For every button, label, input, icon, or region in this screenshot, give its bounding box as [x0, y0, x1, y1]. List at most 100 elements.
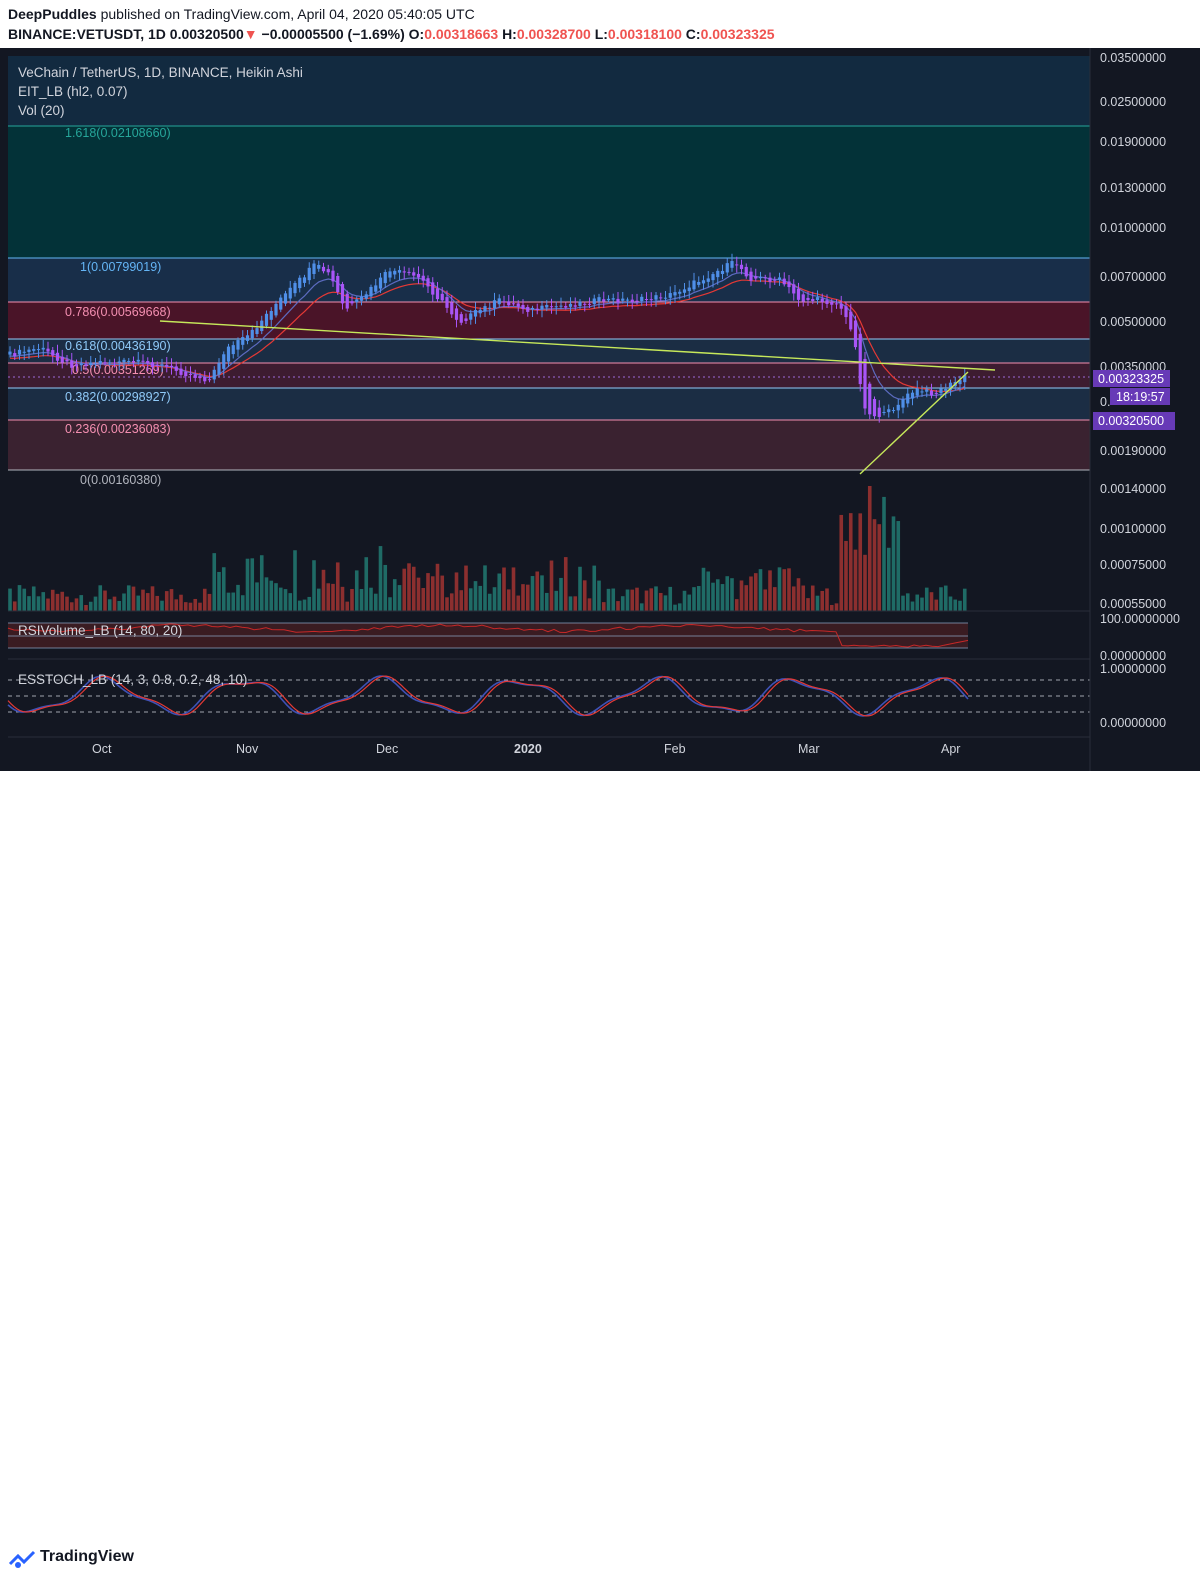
candle-body: [8, 351, 12, 355]
chart-area[interactable]: 1.618(0.02108660) 1(0.00799019) 0.786(0.…: [0, 48, 1200, 771]
low-label: L:: [594, 26, 608, 42]
candle-body: [644, 299, 649, 301]
candle-body: [616, 298, 620, 303]
candle-body: [853, 320, 858, 348]
volume-bar: [416, 577, 421, 611]
candle-body: [625, 299, 630, 301]
volume-bar: [962, 588, 967, 611]
candle-body: [155, 364, 159, 367]
volume-bar: [445, 597, 449, 611]
candle-body: [70, 360, 74, 368]
uptrend-line[interactable]: [859, 371, 969, 475]
candle-body: [630, 299, 634, 302]
candle-body: [820, 298, 824, 302]
candle-body: [364, 294, 368, 299]
candle-body: [763, 277, 767, 279]
volume-bar: [174, 599, 179, 611]
candle-body: [65, 359, 69, 362]
published-text: published on TradingView.com, April 04, …: [100, 6, 475, 22]
candle-body: [231, 345, 235, 355]
close-label: C:: [685, 26, 701, 42]
candle-body: [663, 297, 668, 299]
downtrend-line[interactable]: [159, 320, 996, 371]
volume-bar: [136, 595, 141, 611]
price-scale[interactable]: 0.03500000 0.02500000 0.01900000 0.01300…: [1100, 51, 1180, 730]
volume-bar: [872, 519, 877, 611]
price-tick: 0.00190000: [1100, 444, 1166, 458]
volume-bar: [98, 585, 103, 611]
last-price-marker-text: 0.00320500: [1098, 414, 1164, 428]
candle-body: [146, 361, 150, 364]
volume-bar: [150, 586, 155, 611]
fib-zone-382: [8, 388, 1090, 420]
volume-bar: [554, 590, 559, 611]
candle-body: [716, 270, 720, 278]
tradingview-logo-icon[interactable]: [8, 1550, 38, 1570]
volume-bar: [516, 595, 521, 611]
indicator-eit-label[interactable]: EIT_LB (hl2, 0.07): [18, 84, 128, 99]
candle-body: [469, 313, 473, 320]
volume-bar: [901, 595, 905, 611]
tradingview-brand[interactable]: TradingView: [40, 1548, 134, 1565]
volume-bar: [160, 600, 164, 611]
candle-body: [792, 284, 796, 294]
volume-bar: [701, 567, 706, 611]
candle-body: [41, 347, 45, 350]
candle-body: [564, 306, 568, 308]
volume-bar: [772, 587, 777, 611]
volume-bar: [468, 588, 473, 611]
indicator-rsi-label[interactable]: RSIVolume_LB (14, 80, 20): [18, 623, 182, 638]
ema-red-line: [9, 279, 965, 393]
volume-bar: [454, 572, 459, 611]
author-name[interactable]: DeepPuddles: [8, 6, 97, 22]
price-tick: 0.02500000: [1100, 95, 1166, 109]
candle-body: [849, 311, 853, 330]
candle-body: [901, 399, 905, 408]
candle-body: [559, 305, 563, 307]
volume-bar: [359, 588, 364, 611]
rsi-line: [7, 623, 969, 648]
candles[interactable]: [8, 253, 967, 423]
volume-bar: [502, 567, 506, 611]
volume-bar: [226, 592, 231, 611]
volume-bar: [383, 564, 388, 611]
chart-svg[interactable]: 1.618(0.02108660) 1(0.00799019) 0.786(0.…: [0, 48, 1200, 771]
candle-body: [502, 301, 506, 303]
volume-bar: [939, 587, 943, 611]
time-axis[interactable]: Oct Nov Dec 2020 Feb Mar Apr: [92, 742, 960, 756]
indicator-vol-label[interactable]: Vol (20): [18, 103, 65, 118]
volume-bar: [331, 583, 335, 611]
publish-header: DeepPuddles published on TradingView.com…: [0, 0, 1200, 48]
volume-bar: [164, 591, 169, 611]
volume-bar: [578, 566, 582, 611]
volume-bar: [27, 596, 31, 611]
candle-body: [925, 389, 929, 392]
candle-body: [93, 363, 98, 365]
candle-body: [198, 376, 202, 379]
volume-bar: [568, 596, 573, 611]
fib-label-1: 1(0.00799019): [80, 260, 161, 274]
volume-bar: [540, 575, 544, 611]
candle-body: [79, 363, 83, 366]
volume-bar: [948, 596, 953, 611]
stoch-k-line: [7, 675, 969, 717]
candle-body: [549, 306, 554, 308]
volume-bar: [397, 585, 402, 611]
volume-bar: [464, 565, 468, 611]
candle-body: [545, 304, 549, 308]
candle-body: [36, 349, 41, 351]
countdown-marker: [1110, 388, 1170, 405]
volume-bar: [478, 585, 483, 611]
candle-body: [169, 365, 174, 368]
price-tick: 0.03500000: [1100, 51, 1166, 65]
candle-body: [711, 274, 715, 281]
price-tick: 0.00075000: [1100, 558, 1166, 572]
volume-bar: [407, 563, 411, 611]
chart-title[interactable]: VeChain / TetherUS, 1D, BINANCE, Heikin …: [18, 65, 303, 80]
candle-body: [934, 392, 938, 394]
candle-body: [782, 278, 786, 285]
indicator-stoch-label[interactable]: ESSTOCH_LB (14, 3, 0.8, 0.2, 48, 10): [18, 672, 247, 687]
volume-bar: [886, 547, 891, 611]
volume-bar: [369, 587, 373, 611]
fib-zone-5: [8, 363, 1090, 388]
